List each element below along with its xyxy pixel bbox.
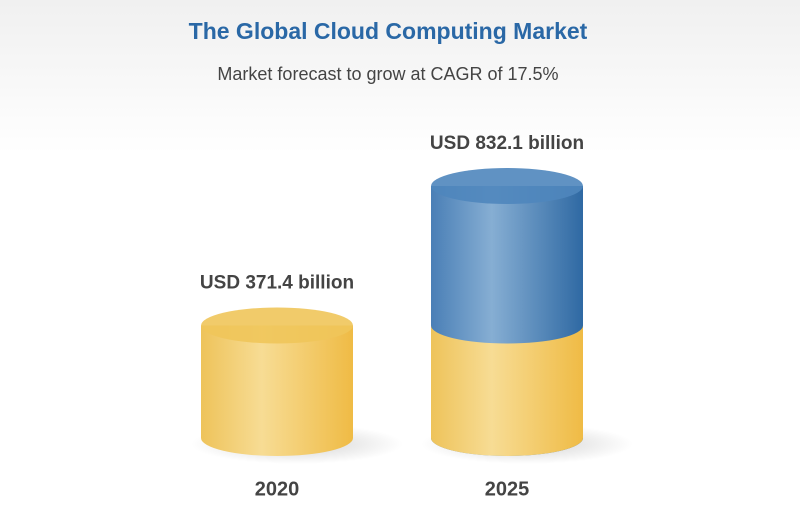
x-tick-label: 2020 xyxy=(255,478,300,500)
cylinder xyxy=(201,325,353,456)
cylinder-base xyxy=(431,325,583,456)
value-label: USD 832.1 billion xyxy=(430,133,584,154)
value-label: USD 371.4 billion xyxy=(200,273,354,294)
x-tick-label: 2025 xyxy=(485,478,530,500)
cylinder-top xyxy=(201,307,353,344)
chart-subtitle: Market forecast to grow at CAGR of 17.5% xyxy=(217,64,558,84)
chart-title: The Global Cloud Computing Market xyxy=(189,18,588,44)
cylinder-top xyxy=(431,168,583,204)
